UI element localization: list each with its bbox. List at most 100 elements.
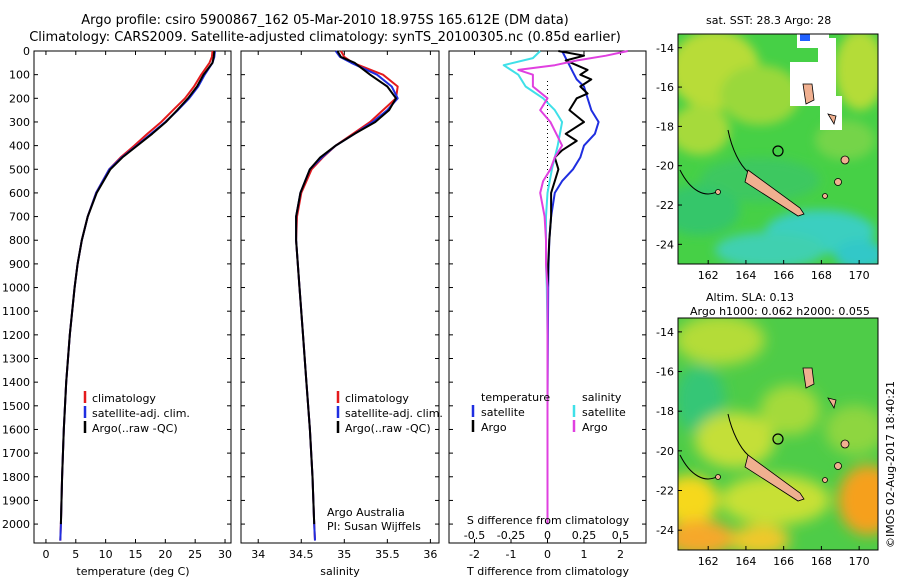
sst-map-field — [678, 34, 878, 264]
series-line-argo-raw-qc- — [59, 50, 216, 525]
sst-map — [678, 34, 878, 264]
y-tick-label: 1400 — [2, 376, 30, 389]
map-x-tick-label: 168 — [811, 269, 832, 282]
map-y-tick-label: -14 — [656, 326, 674, 339]
series-line-temperature-argo — [546, 50, 593, 525]
x-tick-label: 15 — [128, 548, 142, 561]
map-y-tick-label: -22 — [656, 485, 674, 498]
x-tick-label: 0 — [544, 548, 551, 561]
y-tick-label: 800 — [9, 234, 30, 247]
imos-credit: ©IMOS 02-Aug-2017 18:40:21 — [884, 381, 897, 548]
y-tick-label: 400 — [9, 140, 30, 153]
temperature-panel-frame — [33, 50, 232, 544]
y-tick-label: 1900 — [2, 494, 30, 507]
plot-title-line1: Argo profile: csiro 5900867_162 05-Mar-2… — [81, 13, 569, 28]
difference-legend: temperature salinity satellite Argo sate… — [471, 391, 626, 434]
series-line-argo-raw-qc- — [295, 50, 397, 525]
s-difference-axis-label: S difference from climatology — [467, 514, 630, 527]
x-tick-label: 10 — [99, 548, 113, 561]
y-tick-label: 0 — [23, 45, 30, 58]
y-tick-label: 200 — [9, 92, 30, 105]
institution-label: Argo Australia — [327, 506, 405, 519]
map-x-tick-label: 166 — [773, 269, 794, 282]
x-tick-label: 0 — [42, 548, 49, 561]
map-y-tick-label: -18 — [656, 120, 674, 133]
legend-header-temperature: temperature — [481, 391, 550, 404]
map-y-tick-label: -16 — [656, 366, 674, 379]
map-x-tick-label: 162 — [698, 555, 719, 568]
loyalty-island — [834, 462, 842, 470]
sst-map-frame — [677, 33, 879, 265]
sla-map-frame — [677, 317, 879, 551]
x-tick-label: -2 — [469, 548, 480, 561]
map-y-tick-label: -20 — [656, 445, 674, 458]
map-x-tick-label: 166 — [773, 555, 794, 568]
sst-map-title: sat. SST: 28.3 Argo: 28 — [706, 14, 832, 27]
temperature-chart: 0100200300400500600700800900100011001200… — [2, 45, 232, 561]
map-y-tick-label: -24 — [656, 238, 674, 251]
legend-label-climatology: climatology — [345, 392, 409, 405]
legend-label-argo: Argo(..raw -QC) — [345, 422, 431, 435]
map-x-tick-label: 162 — [698, 269, 719, 282]
sst-map-axes: 162 164 166 168 170 -14 -16 -18 -20 -22 -24 — [656, 42, 870, 282]
y-tick-label: 700 — [9, 211, 30, 224]
chesterfield-island — [715, 474, 721, 480]
argo-float-marker — [772, 145, 784, 157]
x-tick-label: 25 — [188, 548, 202, 561]
map-y-tick-label: -22 — [656, 199, 674, 212]
map-y-tick-label: -16 — [656, 81, 674, 94]
map-x-tick-label: 168 — [811, 555, 832, 568]
loyalty-island — [840, 439, 850, 449]
difference-chart: -2 -1 0 1 2 -0.5 -0.25 0 0.25 0.5 — [449, 50, 646, 561]
loyalty-island — [834, 178, 842, 186]
loyalty-island — [822, 193, 828, 199]
y-tick-label: 1700 — [2, 447, 30, 460]
sst-cold-cell — [800, 34, 810, 41]
map-x-tick-label: 164 — [735, 555, 756, 568]
s-tick-label: 0.25 — [572, 529, 597, 542]
legend-label-s-argo: Argo — [582, 421, 608, 434]
new-caledonia-island — [744, 169, 805, 217]
y-tick-label: 900 — [9, 258, 30, 271]
x-tick-label: 35.5 — [375, 548, 400, 561]
chesterfield-island — [715, 189, 721, 195]
legend-label-climatology: climatology — [92, 392, 156, 405]
y-tick-label: 300 — [9, 116, 30, 129]
y-tick-label: 1600 — [2, 423, 30, 436]
legend-header-salinity: salinity — [582, 391, 622, 404]
x-tick-label: 2 — [617, 548, 624, 561]
s-tick-label: 0 — [544, 529, 551, 542]
map-y-tick-label: -18 — [656, 405, 674, 418]
temperature-axis-label: temperature (deg C) — [76, 565, 189, 578]
temperature-legend: climatology satellite-adj. clim. Argo(..… — [83, 391, 190, 435]
bathymetry-contour — [727, 129, 749, 173]
loyalty-island — [840, 155, 850, 165]
y-tick-label: 600 — [9, 187, 30, 200]
salinity-legend: climatology satellite-adj. clim. Argo(..… — [327, 391, 443, 533]
x-tick-label: 34.5 — [289, 548, 314, 561]
x-tick-label: -1 — [506, 548, 517, 561]
vanuatu-island — [802, 367, 815, 389]
x-tick-label: 34 — [251, 548, 265, 561]
legend-label-t-argo: Argo — [481, 421, 507, 434]
y-tick-label: 1800 — [2, 471, 30, 484]
x-tick-label: 1 — [580, 548, 587, 561]
x-tick-label: 5 — [72, 548, 79, 561]
y-tick-label: 1300 — [2, 353, 30, 366]
s-tick-label: 0.5 — [612, 529, 630, 542]
map-y-tick-label: -24 — [656, 524, 674, 537]
legend-label-satellite: satellite-adj. clim. — [345, 407, 443, 420]
salinity-axis-label: salinity — [320, 565, 360, 578]
loyalty-island — [822, 477, 828, 483]
pi-label: PI: Susan Wijffels — [327, 520, 421, 533]
vanuatu-island — [802, 83, 815, 105]
x-tick-label: 30 — [218, 548, 232, 561]
sla-map — [678, 318, 878, 550]
plot-title-line2: Climatology: CARS2009. Satellite-adjuste… — [29, 30, 621, 45]
bathymetry-contour — [727, 413, 749, 456]
x-tick-label: 20 — [158, 548, 172, 561]
x-tick-label: 35 — [337, 548, 351, 561]
legend-label-argo: Argo(..raw -QC) — [92, 422, 178, 435]
vanuatu-island — [827, 113, 837, 126]
